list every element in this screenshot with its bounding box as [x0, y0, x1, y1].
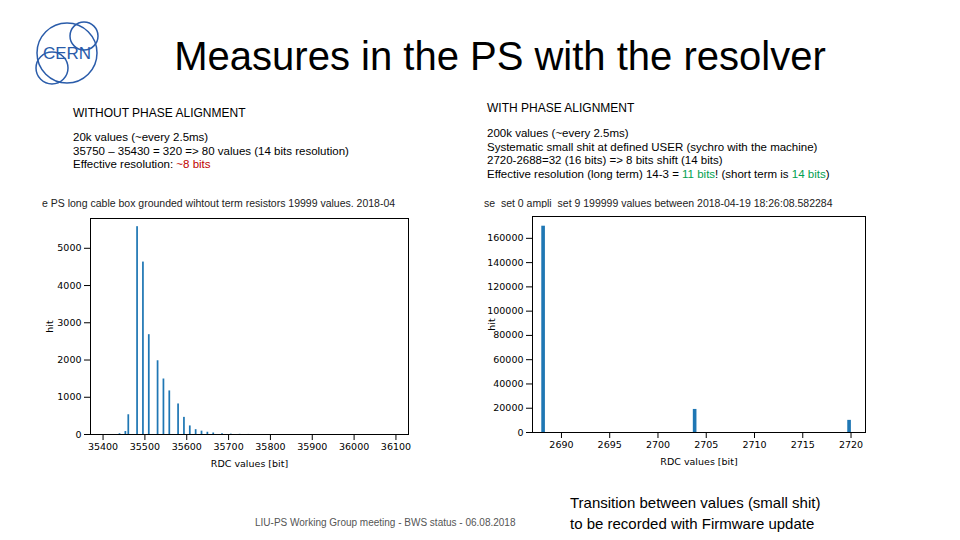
svg-text:3000: 3000 [57, 317, 81, 328]
html-text:WITH PHASE ALIGNMENT: WITH PHASE ALIGNMENT [487, 101, 635, 115]
svg-text:36100: 36100 [381, 441, 411, 452]
svg-text:2715: 2715 [791, 439, 815, 450]
svg-text:160000: 160000 [487, 232, 523, 243]
svg-text:35900: 35900 [297, 441, 327, 452]
html-text:Transition between values (sma: Transition between values (small shit) [570, 494, 821, 511]
svg-text:2000: 2000 [57, 354, 81, 365]
svg-text:2695: 2695 [598, 439, 622, 450]
svg-text:RDC values [bit]: RDC values [bit] [211, 458, 288, 469]
html-text:se_set 0 ampli_set 9 199999 va: se_set 0 ampli_set 9 199999 values betwe… [484, 197, 833, 209]
html-text:Effective resolution: ~8 bits: Effective resolution: ~8 bits [73, 158, 211, 170]
svg-text:35700: 35700 [213, 441, 243, 452]
svg-text:hit: hit [44, 320, 55, 333]
html-text:20k values (~every 2.5ms): 20k values (~every 2.5ms) [73, 131, 209, 143]
html-text:Measures in the PS with the re: Measures in the PS with the resolver [174, 34, 826, 78]
svg-text:100000: 100000 [487, 305, 523, 316]
svg-text:36000: 36000 [339, 441, 369, 452]
svg-text:RDC values [bit]: RDC values [bit] [660, 456, 737, 467]
html-text:2720-2688=32 (16 bits) => 8 bi: 2720-2688=32 (16 bits) => 8 bits shift (… [487, 154, 723, 166]
svg-text:35500: 35500 [130, 441, 160, 452]
svg-text:40000: 40000 [493, 378, 523, 389]
html-text:WITHOUT PHASE ALIGNMENT: WITHOUT PHASE ALIGNMENT [73, 106, 246, 120]
html-text:LIU-PS Working Group meeting -: LIU-PS Working Group meeting - BWS statu… [255, 517, 516, 528]
svg-text:35400: 35400 [88, 441, 118, 452]
svg-text:CERN: CERN [43, 44, 91, 63]
svg-text:35800: 35800 [255, 441, 285, 452]
svg-text:0: 0 [75, 429, 81, 440]
svg-text:0: 0 [517, 427, 523, 438]
svg-text:35600: 35600 [172, 441, 202, 452]
svg-text:120000: 120000 [487, 281, 523, 292]
svg-text:4000: 4000 [57, 280, 81, 291]
html-text:Systematic small shit at defin: Systematic small shit at defined USER (s… [487, 140, 818, 153]
html-text:Effective resolution (long ter: Effective resolution (long term) 14-3 = … [487, 167, 830, 180]
svg-text:2700: 2700 [646, 439, 670, 450]
html-text:to be recorded with Firmware u: to be recorded with Firmware update [570, 515, 815, 532]
svg-text:140000: 140000 [487, 257, 523, 268]
html-text:200k values (~every 2.5ms): 200k values (~every 2.5ms) [487, 127, 629, 139]
svg-text:1000: 1000 [57, 391, 81, 402]
svg-text:2720: 2720 [839, 439, 863, 450]
svg-text:80000: 80000 [493, 329, 523, 340]
html-text:e PS long cable box grounded w: e PS long cable box grounded wihtout ter… [42, 197, 396, 209]
svg-text:2690: 2690 [549, 439, 573, 450]
svg-text:20000: 20000 [493, 402, 523, 413]
svg-text:60000: 60000 [493, 354, 523, 365]
svg-text:2710: 2710 [742, 439, 766, 450]
svg-text:5000: 5000 [57, 242, 81, 253]
svg-text:2705: 2705 [694, 439, 718, 450]
svg-text:hit: hit [486, 318, 497, 331]
html-text:35750 – 35430 = 320 => 80 valu: 35750 – 35430 = 320 => 80 values (14 bit… [73, 144, 349, 157]
